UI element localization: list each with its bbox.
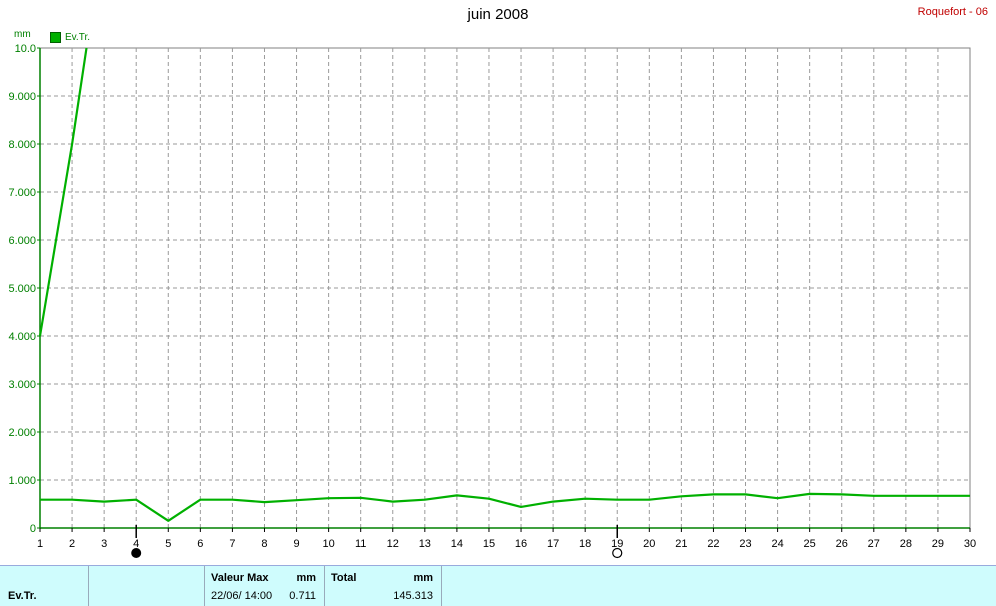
x-tick-label: 8	[261, 538, 267, 550]
x-tick-label: 5	[165, 538, 171, 550]
x-tick-label: 17	[547, 538, 559, 550]
max-label: Valeur Max	[211, 572, 269, 584]
total-value: 145.313	[393, 590, 433, 602]
chart-title: juin 2008	[467, 6, 529, 23]
summary-series-name: Ev.Tr.	[8, 590, 37, 602]
x-tick-label: 7	[229, 538, 235, 550]
x-tick-label: 16	[515, 538, 527, 550]
x-tick-label: 21	[675, 538, 687, 550]
x-tick-label: 9	[293, 538, 299, 550]
x-tick-label: 18	[579, 538, 591, 550]
x-tick-label: 27	[868, 538, 880, 550]
y-tick-label: 10.0	[15, 43, 36, 55]
x-tick-label: 13	[419, 538, 431, 550]
x-tick-label: 28	[900, 538, 912, 550]
y-tick-label: 6.000	[8, 235, 36, 247]
x-tick-label: 24	[771, 538, 783, 550]
chart-svg: 0 1.000 2.000 3.000 4.000 5.000 6.000 7.000 8.00…	[8, 43, 976, 559]
x-tick-label: 23	[739, 538, 751, 550]
x-tick-label: 2	[69, 538, 75, 550]
x-tick-label: 1	[37, 538, 43, 550]
x-tick-label: 3	[101, 538, 107, 550]
x-tick-label: 12	[387, 538, 399, 550]
station-name: Roquefort - 06	[917, 6, 988, 18]
full-moon-icon	[612, 547, 623, 559]
summary-empty-cell	[89, 566, 205, 606]
y-tick-label: 8.000	[8, 139, 36, 151]
summary-total-cell: Total mm 145.313	[325, 566, 442, 606]
y-tick-label: 1.000	[8, 475, 36, 487]
y-tick-label: 0	[30, 523, 36, 535]
y-tick-label: 5.000	[8, 283, 36, 295]
x-tick-label: 19	[611, 538, 623, 550]
series-line-2	[40, 492, 970, 522]
x-tick-label: 6	[197, 538, 203, 550]
new-moon-icon	[131, 548, 142, 558]
series-line-1	[38, 47, 88, 337]
y-tick-label: 9.000	[8, 91, 36, 103]
x-tick-label: 29	[932, 538, 944, 550]
max-value: 0.711	[289, 590, 316, 602]
x-tick-label: 10	[322, 538, 334, 550]
y-axis-unit: mm	[14, 29, 31, 40]
x-tick-label: 26	[836, 538, 848, 550]
summary-table: Ev.Tr. Valeur Max mm 22/06/ 14:00 0.711 …	[0, 565, 996, 606]
x-tick-label: 22	[707, 538, 719, 550]
x-tick-label: 20	[643, 538, 655, 550]
max-unit: mm	[296, 572, 316, 584]
y-tick-label: 7.000	[8, 187, 36, 199]
y-tick-label: 3.000	[8, 379, 36, 391]
x-tick-label: 30	[964, 538, 976, 550]
legend-label: Ev.Tr.	[65, 32, 90, 43]
summary-series-cell: Ev.Tr.	[0, 566, 89, 606]
legend: Ev.Tr.	[50, 32, 90, 43]
total-unit: mm	[413, 572, 433, 584]
y-tick-label: 2.000	[8, 427, 36, 439]
x-tick-label: 25	[804, 538, 816, 550]
x-tick-label: 14	[451, 538, 463, 550]
x-tick-label: 15	[483, 538, 495, 550]
max-date: 22/06/ 14:00	[211, 590, 273, 602]
summary-max-cell: Valeur Max mm 22/06/ 14:00 0.711	[205, 566, 325, 606]
legend-swatch	[50, 32, 61, 43]
x-tick-label: 11	[355, 538, 366, 550]
total-label: Total	[331, 572, 357, 584]
y-tick-label: 4.000	[8, 331, 36, 343]
x-tick-label: 4	[133, 538, 139, 550]
